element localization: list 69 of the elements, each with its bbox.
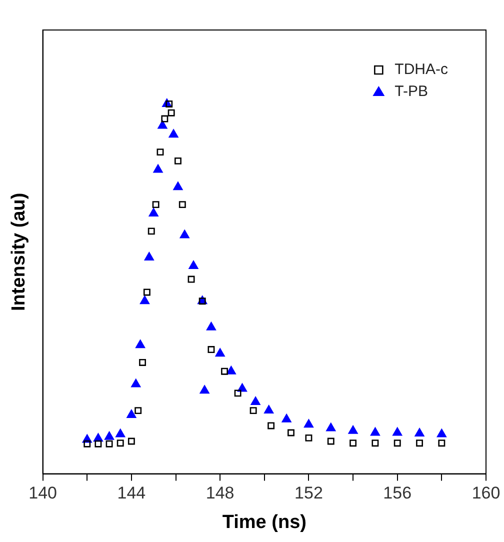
point bbox=[200, 385, 210, 394]
point bbox=[106, 440, 113, 448]
point bbox=[166, 100, 173, 108]
point bbox=[414, 428, 424, 436]
point bbox=[327, 438, 334, 445]
legend-label: TDHA-c bbox=[394, 61, 448, 78]
point bbox=[104, 431, 114, 440]
point bbox=[198, 298, 206, 305]
x-tick-label: 156 bbox=[383, 484, 412, 503]
point bbox=[188, 260, 198, 269]
point bbox=[206, 322, 216, 330]
point bbox=[250, 396, 260, 406]
point bbox=[152, 201, 160, 208]
point bbox=[128, 438, 135, 445]
point bbox=[161, 115, 168, 122]
x-tick-label: 152 bbox=[294, 484, 323, 503]
point bbox=[226, 366, 236, 374]
point bbox=[126, 409, 136, 418]
point bbox=[143, 288, 150, 296]
point bbox=[304, 419, 314, 428]
point bbox=[438, 440, 446, 447]
point bbox=[139, 359, 146, 366]
point bbox=[116, 428, 126, 438]
point bbox=[116, 440, 124, 447]
x-tick-label: 144 bbox=[117, 484, 146, 503]
point bbox=[372, 440, 379, 447]
legend-label: T-PB bbox=[394, 83, 428, 100]
point bbox=[288, 429, 294, 436]
point bbox=[158, 120, 168, 129]
point bbox=[134, 407, 142, 414]
point bbox=[350, 440, 357, 447]
point bbox=[326, 422, 336, 432]
point bbox=[394, 440, 401, 447]
point bbox=[208, 346, 215, 354]
point bbox=[264, 405, 274, 414]
point bbox=[268, 422, 275, 430]
point bbox=[148, 208, 158, 216]
point bbox=[348, 425, 358, 434]
point bbox=[168, 109, 175, 116]
point bbox=[153, 164, 163, 173]
point bbox=[174, 157, 182, 164]
x-tick-label: 148 bbox=[206, 484, 234, 503]
point bbox=[234, 390, 242, 397]
point bbox=[131, 378, 141, 388]
point bbox=[178, 201, 186, 208]
y-axis-title: Intensity (au) bbox=[8, 192, 30, 312]
point bbox=[436, 428, 447, 438]
point bbox=[180, 230, 190, 238]
x-axis-title: Time (ns) bbox=[222, 512, 306, 533]
point bbox=[370, 427, 380, 436]
point bbox=[250, 407, 257, 414]
point bbox=[215, 348, 225, 357]
point bbox=[282, 414, 292, 422]
point bbox=[156, 148, 164, 156]
x-tick-label: 140 bbox=[28, 484, 57, 503]
point bbox=[305, 434, 312, 442]
point bbox=[188, 276, 195, 283]
point bbox=[416, 440, 423, 447]
point bbox=[392, 427, 402, 436]
point bbox=[173, 182, 183, 190]
point bbox=[168, 129, 178, 138]
x-tick-label: 160 bbox=[472, 484, 500, 503]
point bbox=[148, 228, 155, 235]
point bbox=[140, 296, 150, 304]
point bbox=[94, 440, 102, 448]
point bbox=[144, 252, 154, 260]
point bbox=[135, 340, 146, 348]
point bbox=[84, 440, 91, 448]
point bbox=[221, 368, 228, 375]
